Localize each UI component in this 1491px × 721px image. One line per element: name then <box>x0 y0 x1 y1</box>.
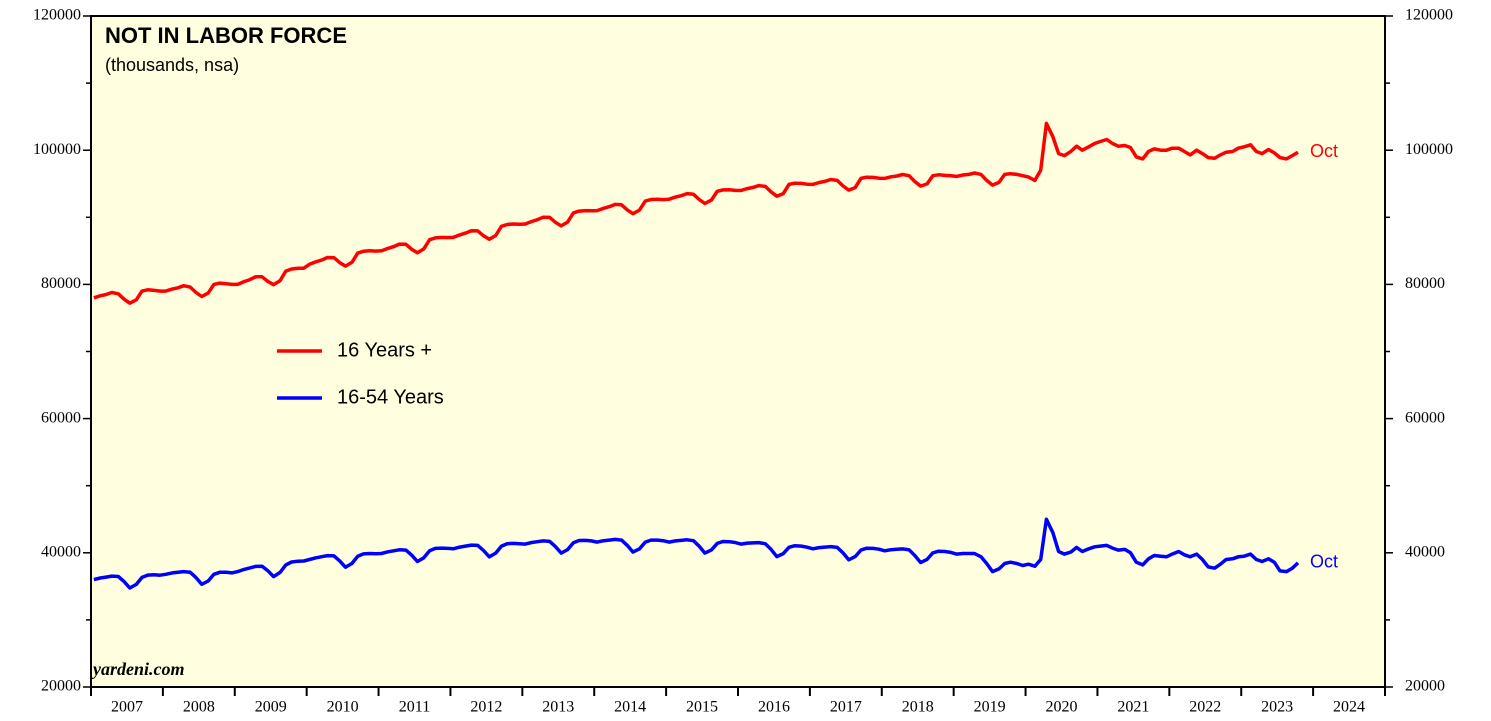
y-tick-label: 20000 <box>41 678 81 695</box>
x-tick-label: 2014 <box>614 699 646 716</box>
y-tick-label: 120000 <box>33 7 81 24</box>
series-line <box>93 517 1300 590</box>
x-tick-label: 2012 <box>470 699 502 716</box>
source: yardeni.com <box>91 659 185 679</box>
x-tick-label: 2024 <box>1333 699 1365 716</box>
x-tick-label: 2018 <box>902 699 934 716</box>
y2-tick-label: 40000 <box>1405 543 1445 560</box>
y2-tick-label: 120000 <box>1405 7 1453 24</box>
x-tick-label: 2011 <box>399 699 430 716</box>
x-tick-label: 2013 <box>542 699 574 716</box>
x-tick-label: 2020 <box>1046 699 1078 716</box>
x-tick-label: 2022 <box>1189 699 1221 716</box>
x-tick-label: 2017 <box>830 699 862 716</box>
x-tick-label: 2007 <box>111 699 143 716</box>
x-tick-label: 2010 <box>327 699 359 716</box>
y2-tick-label: 60000 <box>1405 409 1445 426</box>
y-tick-label: 100000 <box>33 141 81 158</box>
y2-tick-label: 80000 <box>1405 275 1445 292</box>
y-tick-label: 40000 <box>41 543 81 560</box>
y2-tick-label: 100000 <box>1405 141 1453 158</box>
x-tick-label: 2019 <box>974 699 1006 716</box>
end-label: Oct <box>1310 552 1338 572</box>
end-label: Oct <box>1310 141 1338 161</box>
x-tick-label: 2008 <box>183 699 215 716</box>
x-tick-label: 2023 <box>1261 699 1293 716</box>
legend-label: 16-54 Years <box>337 386 444 408</box>
series-line <box>93 121 1299 305</box>
y2-tick-label: 20000 <box>1405 678 1445 695</box>
chart-title: NOT IN LABOR FORCE <box>105 23 347 48</box>
x-tick-label: 2015 <box>686 699 718 716</box>
x-tick-label: 2016 <box>758 699 790 716</box>
x-tick-label: 2021 <box>1117 699 1149 716</box>
x-tick-label: 2009 <box>255 699 287 716</box>
y-tick-label: 60000 <box>41 409 81 426</box>
chart-subtitle: (thousands, nsa) <box>105 55 239 75</box>
legend-label: 16 Years + <box>337 339 432 361</box>
y-tick-label: 80000 <box>41 275 81 292</box>
